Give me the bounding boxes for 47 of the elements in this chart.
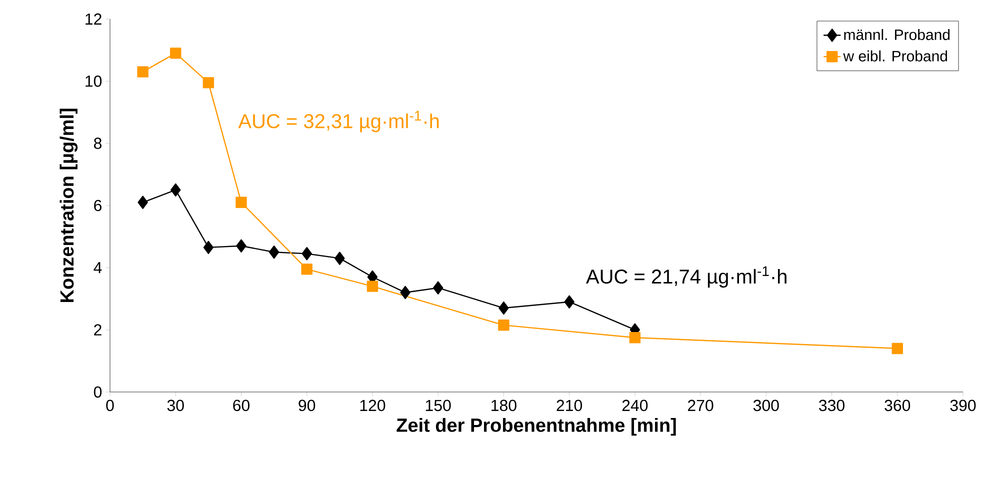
x-tick-label: 390	[950, 400, 976, 412]
point	[498, 301, 509, 315]
x-axis-title: Zeit der Probenentnahme [min]	[396, 418, 676, 436]
x-tick-label: 90	[298, 400, 316, 412]
y-axis-title: Konzentration [µg/ml]	[60, 108, 78, 302]
x-tick-label: 210	[556, 400, 582, 412]
annotation: AUC = 21,74 µg·ml$^{-1}$·h	[586, 266, 786, 288]
point	[236, 239, 246, 252]
point	[268, 246, 280, 259]
point	[629, 332, 641, 344]
point	[203, 240, 214, 254]
point	[366, 280, 378, 292]
y-tick-label: 10	[86, 76, 102, 87]
x-tick-label: 30	[167, 400, 184, 412]
point	[138, 196, 148, 209]
x-tick-label: 0	[106, 400, 114, 412]
point	[334, 252, 345, 265]
point	[400, 286, 410, 300]
x-tick-label: 60	[233, 400, 250, 412]
point	[564, 295, 574, 308]
y-tick-label: 4	[94, 262, 102, 274]
y-tick-label: 12	[86, 13, 102, 25]
x-tick-label: 180	[492, 400, 516, 412]
point	[432, 281, 444, 294]
point	[302, 247, 312, 260]
annotation: AUC = 32,31 µg·ml$^{-1}$·h	[238, 110, 439, 132]
x-tick-label: 120	[360, 400, 386, 412]
point	[892, 342, 903, 354]
y-tick-label: 2	[94, 324, 102, 336]
y-tick-label: 6	[94, 200, 102, 212]
point	[301, 264, 312, 275]
point	[137, 66, 148, 78]
point	[236, 196, 247, 208]
point	[498, 320, 510, 331]
legend-label: männl. Proband	[844, 29, 950, 40]
x-tick-label: 300	[753, 400, 779, 412]
point	[170, 48, 182, 59]
y-tick-label: 8	[94, 138, 102, 149]
point	[170, 183, 181, 197]
x-tick-label: 150	[426, 400, 451, 412]
x-tick-label: 330	[819, 400, 844, 412]
y-tick-label: 0	[94, 386, 102, 398]
x-tick-label: 360	[884, 400, 910, 412]
legend-label: w eibl. Proband	[843, 50, 948, 62]
point	[202, 77, 214, 88]
x-tick-label: 240	[622, 400, 648, 412]
x-tick-label: 270	[688, 400, 714, 412]
